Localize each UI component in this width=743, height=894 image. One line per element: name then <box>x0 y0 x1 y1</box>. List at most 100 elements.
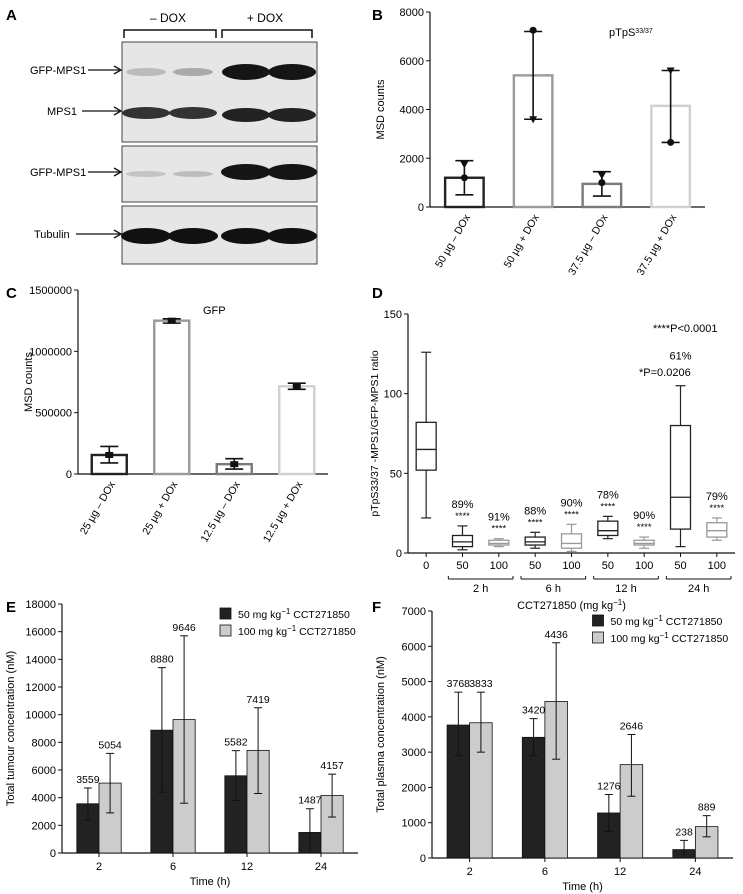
y-tick-label: 18000 <box>25 599 56 611</box>
x-tick-label: 37.5 µg – DOx <box>566 212 611 277</box>
box <box>633 539 655 546</box>
blot-label-gfp-mps1-top: GFP-MPS1 <box>30 65 86 77</box>
y-tick-label: 1000000 <box>29 346 72 358</box>
y-tick-label: 8000 <box>32 737 56 749</box>
percent-label: 88% <box>524 505 546 517</box>
chart-b-ptps-msd: 0 2000 4000 6000 8000 MSD counts 50 µg – DOx 50… <box>375 7 705 278</box>
percent-label: 89% <box>451 499 473 511</box>
annotation-superscript: 33/37 <box>635 28 653 35</box>
data-label: 889 <box>698 802 716 814</box>
p-value-note: ****P<0.0001 <box>653 323 718 335</box>
y-tick-label: 14000 <box>25 654 56 666</box>
legend-label: 50 mg kg−1 CCT271850 <box>611 614 723 629</box>
data-label: 1487 <box>298 795 322 807</box>
data-point <box>597 172 606 180</box>
data-label: 4157 <box>320 760 344 772</box>
y-tick-label: 2000 <box>32 820 56 832</box>
y-tick-label: 4000 <box>402 712 426 724</box>
significance-stars: **** <box>709 503 724 514</box>
percent-label: 90% <box>560 497 582 509</box>
data-label: 2646 <box>620 721 644 733</box>
blot-bands <box>121 64 317 244</box>
y-tick-label: 0 <box>418 202 424 214</box>
bar <box>278 385 316 476</box>
data-point <box>167 317 176 324</box>
data-label: 238 <box>675 826 693 838</box>
y-axis-title: MSD counts <box>23 352 35 412</box>
chart-annotation: pTpS33/37 <box>609 27 653 39</box>
chart-e-tumour-concentration: 0 2000 4000 6000 8000 10000 12000 14000 16000 180… <box>5 599 358 888</box>
data-label: 7419 <box>246 694 270 706</box>
x-tick-label: 100 <box>562 560 580 572</box>
panel-letter-f: F <box>372 599 381 616</box>
x-axis-title: Time (h) <box>562 881 603 893</box>
panel-letter-d: D <box>372 285 383 302</box>
label-tail: CCT271850 <box>290 609 350 621</box>
y-tick-label: 50 <box>390 468 402 480</box>
significance-stars: **** <box>600 501 615 512</box>
label-tail: CCT271850 <box>296 626 356 638</box>
box <box>560 533 583 549</box>
significance-stars: **** <box>455 511 470 522</box>
y-tick-label: 8000 <box>400 7 424 19</box>
chart-d-ratio-boxplot: 0 50 100 150 pTpS33/37 -MPS1/GFP-MPS1 ratio 0… <box>369 309 735 612</box>
percent-label: 61% <box>669 351 691 363</box>
x-tick-label: 12.5 µg – DOx <box>198 479 243 544</box>
x-tick-label: 100 <box>635 560 653 572</box>
label-tail: ) <box>622 600 626 612</box>
x-tick-label: 100 <box>708 560 726 572</box>
data-label: 3833 <box>469 678 493 690</box>
box <box>669 424 692 530</box>
data-label: 8880 <box>150 654 174 666</box>
x-tick-label: 50 µg – DOx <box>433 212 473 270</box>
blot-label-tubulin: Tubulin <box>34 229 70 241</box>
y-tick-label: 1500000 <box>29 285 72 297</box>
y-axis-title: Total tumour concentration (nM) <box>5 651 17 806</box>
data-point <box>460 174 468 182</box>
panel-letter-b: B <box>372 7 383 24</box>
legend-label: 50 mg kg−1 CCT271850 <box>238 607 350 622</box>
box <box>451 534 474 548</box>
data-label: 3559 <box>76 774 100 786</box>
x-tick-label: 24 <box>689 866 701 878</box>
label-tail: CCT271850 <box>663 616 723 628</box>
blot-label-mps1: MPS1 <box>47 106 77 118</box>
y-tick-label: 2000 <box>400 153 424 165</box>
x-tick-label: 50 µg + DOx <box>502 212 542 270</box>
y-tick-label: 4000 <box>32 793 56 805</box>
data-point <box>105 451 114 458</box>
x-tick-label: 25 µg + DOx <box>140 479 180 537</box>
legend-swatch <box>592 614 604 627</box>
panel-letter-a: A <box>6 7 17 24</box>
x-tick-label: 37.5 µg + DOx <box>635 212 680 278</box>
data-point <box>230 461 239 468</box>
percent-label: 91% <box>488 512 510 524</box>
y-tick-label: 0 <box>396 548 402 560</box>
y-axis-title: MSD counts <box>375 79 387 139</box>
y-tick-label: 500000 <box>35 408 72 420</box>
y-tick-label: 10000 <box>25 710 56 722</box>
percent-label: 79% <box>706 491 728 503</box>
superscript: −1 <box>287 624 297 633</box>
data-label: 4436 <box>544 629 568 641</box>
y-axis-title: pTpS33/37 -MPS1/GFP-MPS1 ratio <box>369 350 381 516</box>
x-tick-label: 2 <box>467 866 473 878</box>
panel-letter-c: C <box>6 285 17 302</box>
legend-swatch <box>219 607 232 620</box>
data-label: 1276 <box>597 780 621 792</box>
plus-dox-bracket <box>221 29 313 38</box>
panel-letter-e: E <box>6 599 16 616</box>
data-label: 9646 <box>172 622 196 634</box>
label-tail: CCT271850 <box>669 633 729 645</box>
data-label: 3768 <box>447 678 471 690</box>
minus-dox-bracket <box>123 29 217 38</box>
x-axis-title: CCT271850 (mg kg−1) <box>517 598 626 613</box>
y-tick-label: 150 <box>384 309 402 321</box>
box <box>706 522 728 538</box>
percent-label: 90% <box>633 510 655 522</box>
y-tick-label: 16000 <box>25 627 56 639</box>
superscript: −1 <box>613 598 623 607</box>
bar <box>153 319 191 476</box>
blot-label-gfp-mps1-mid: GFP-MPS1 <box>30 167 86 179</box>
data-point <box>598 179 606 187</box>
